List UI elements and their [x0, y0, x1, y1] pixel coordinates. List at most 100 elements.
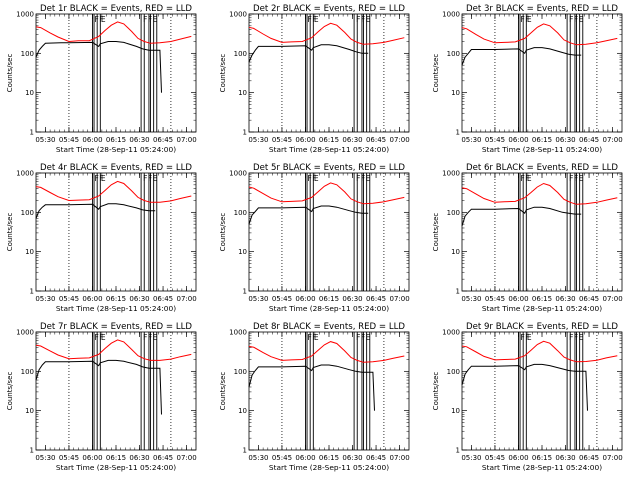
- x-tick-label: 06:15: [319, 295, 339, 303]
- flag-label: E: [579, 15, 584, 24]
- x-tick-label: 05:45: [59, 454, 79, 462]
- flag-label: E: [101, 15, 106, 24]
- flag-label: F: [521, 174, 525, 183]
- plot-frame: [461, 13, 623, 133]
- x-tick-label: 05:30: [248, 295, 268, 303]
- x-tick-label: 06:45: [366, 136, 386, 144]
- x-tick-label: 06:15: [106, 454, 126, 462]
- chart-title: Det 5r BLACK = Events, RED = LLD: [253, 163, 405, 173]
- x-tick-label: 05:30: [248, 136, 268, 144]
- y-axis-label: Counts/sec: [6, 372, 14, 411]
- events-series-line: [35, 359, 162, 415]
- x-tick-label: 06:30: [129, 136, 149, 144]
- flag-label: E: [314, 333, 319, 342]
- plot-frame: [461, 331, 623, 451]
- flag-label: F: [525, 333, 529, 342]
- flag-label: F: [312, 333, 316, 342]
- x-tick-label: 06:45: [153, 454, 173, 462]
- plot-frame: [35, 331, 197, 451]
- flag-label: F: [148, 333, 152, 342]
- flag-label: E: [366, 333, 371, 342]
- plot-frame: [35, 172, 197, 292]
- flag-label: F: [574, 333, 578, 342]
- chart-panel-1: Det 1r BLACK = Events, RED = LLD Counts/s…: [6, 4, 197, 154]
- flag-label: F: [361, 174, 365, 183]
- x-tick-label: 06:00: [508, 454, 528, 462]
- x-tick-label: 05:30: [35, 454, 55, 462]
- x-tick-label: 06:15: [532, 295, 552, 303]
- y-tick-label: 10: [238, 407, 247, 415]
- flag-label: F: [99, 15, 103, 24]
- y-tick-label: 1000: [442, 11, 460, 19]
- x-tick-label: 06:15: [106, 136, 126, 144]
- chart-panel-8: Det 8r BLACK = Events, RED = LLD Counts/s…: [219, 322, 410, 472]
- x-tick-label: 07:00: [602, 454, 622, 462]
- flag-label: E: [314, 174, 319, 183]
- y-tick-label: 10: [25, 407, 34, 415]
- y-axis-label: Counts/sec: [219, 213, 227, 252]
- y-tick-label: 10: [25, 248, 34, 256]
- x-tick-label: 07:00: [602, 295, 622, 303]
- x-axis-label: Start Time (28-Sep-11 05:24:00): [56, 304, 176, 313]
- y-axis-label: Counts/sec: [432, 54, 440, 93]
- x-tick-label: 06:45: [153, 295, 173, 303]
- x-tick-label: 06:00: [295, 136, 315, 144]
- y-tick-label: 100: [234, 368, 247, 376]
- flag-label: F: [308, 15, 312, 24]
- x-tick-label: 06:15: [319, 136, 339, 144]
- x-tick-label: 06:15: [106, 295, 126, 303]
- flag-label: F: [95, 174, 99, 183]
- x-tick-label: 07:00: [389, 295, 409, 303]
- flag-label: E: [153, 15, 158, 24]
- x-axis-label: Start Time (28-Sep-11 05:24:00): [56, 145, 176, 154]
- x-tick-label: 06:30: [342, 295, 362, 303]
- x-tick-label: 07:00: [176, 454, 196, 462]
- y-axis-label: Counts/sec: [432, 213, 440, 252]
- y-tick-label: 1000: [229, 170, 247, 178]
- flag-label: F: [569, 333, 573, 342]
- y-axis-label: Counts/sec: [432, 372, 440, 411]
- x-tick-label: 06:30: [129, 295, 149, 303]
- y-tick-label: 100: [21, 368, 34, 376]
- x-tick-label: 05:45: [59, 136, 79, 144]
- y-tick-label: 100: [447, 209, 460, 217]
- flag-label: E: [314, 15, 319, 24]
- flag-label: F: [521, 333, 525, 342]
- y-tick-label: 10: [451, 248, 460, 256]
- flag-label: E: [527, 333, 532, 342]
- x-tick-label: 06:30: [555, 136, 575, 144]
- x-tick-label: 05:45: [485, 136, 505, 144]
- y-tick-label: 100: [447, 50, 460, 58]
- plot-frame: [461, 172, 623, 292]
- flag-label: F: [569, 15, 573, 24]
- x-tick-label: 05:30: [35, 136, 55, 144]
- y-tick-label: 100: [234, 209, 247, 217]
- flag-label: F: [525, 15, 529, 24]
- x-tick-label: 06:00: [508, 136, 528, 144]
- flag-label: F: [574, 15, 578, 24]
- x-tick-label: 06:15: [532, 454, 552, 462]
- lld-series-line: [461, 182, 618, 205]
- y-tick-label: 1: [243, 288, 247, 296]
- y-tick-label: 1: [456, 288, 460, 296]
- chart-panel-9: Det 9r BLACK = Events, RED = LLD Counts/s…: [432, 322, 623, 472]
- plot-frame: [248, 172, 410, 292]
- flag-label: F: [356, 333, 360, 342]
- flag-label: F: [574, 174, 578, 183]
- flag-label: E: [366, 15, 371, 24]
- x-tick-label: 06:45: [366, 454, 386, 462]
- x-tick-label: 05:30: [461, 295, 481, 303]
- chart-title: Det 2r BLACK = Events, RED = LLD: [253, 4, 405, 14]
- flag-label: E: [153, 333, 158, 342]
- y-axis-label: Counts/sec: [219, 372, 227, 411]
- y-tick-label: 1000: [442, 329, 460, 337]
- flag-label: F: [308, 333, 312, 342]
- x-axis-label: Start Time (28-Sep-11 05:24:00): [482, 304, 602, 313]
- flag-label: F: [569, 174, 573, 183]
- chart-title: Det 1r BLACK = Events, RED = LLD: [40, 4, 192, 14]
- flag-label: F: [95, 15, 99, 24]
- x-tick-label: 07:00: [176, 295, 196, 303]
- flag-label: E: [153, 174, 158, 183]
- events-series-line: [248, 44, 369, 63]
- flag-label: F: [143, 174, 147, 183]
